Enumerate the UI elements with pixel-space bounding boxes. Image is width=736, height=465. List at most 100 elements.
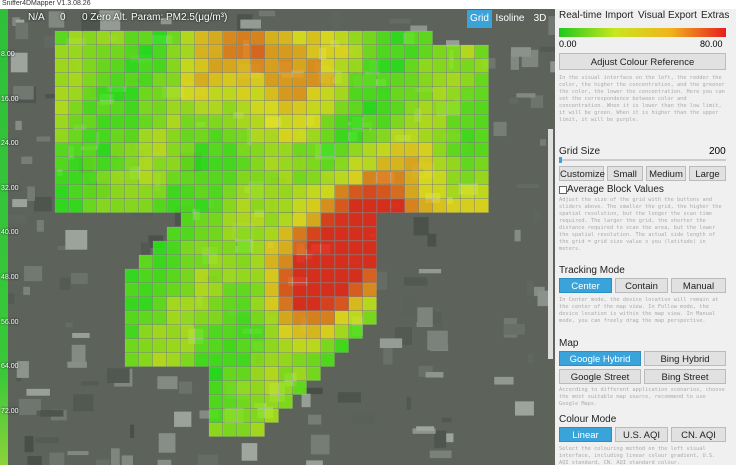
heat-cell [292, 72, 307, 87]
heat-cell [362, 30, 377, 45]
tab-realtime[interactable]: Real-time [559, 10, 602, 21]
heat-cell [306, 352, 321, 367]
map-building [72, 332, 90, 338]
heat-cell [152, 282, 167, 297]
colour-usaqi-button[interactable]: U.S. AQI [615, 427, 668, 442]
heat-cell [236, 72, 251, 87]
colour-help: In the visual interface on the left, the… [559, 75, 725, 123]
heat-cell [236, 310, 251, 325]
heat-cell [418, 100, 433, 115]
heat-cell [222, 58, 237, 73]
heat-cell [460, 184, 475, 199]
heat-cell [82, 128, 97, 143]
heat-cell [222, 114, 237, 129]
map-building [441, 417, 452, 423]
grid-large-button[interactable]: Large [689, 166, 726, 181]
average-checkbox[interactable] [559, 186, 567, 194]
heat-cell [348, 44, 363, 59]
heat-cell [278, 240, 293, 255]
scale-label: 8.00 [1, 51, 15, 58]
grid-customize-button[interactable]: Customize [559, 166, 605, 181]
map-building [429, 450, 452, 459]
heat-cell [460, 58, 475, 73]
heat-cell [152, 58, 167, 73]
heat-cell [180, 296, 195, 311]
map-building [121, 455, 133, 465]
heat-cell [474, 128, 489, 143]
colour-cnaqi-button[interactable]: CN. AQI [671, 427, 726, 442]
heat-cell [474, 100, 489, 115]
tracking-manual-button[interactable]: Manual [671, 278, 726, 293]
heat-cell [292, 44, 307, 59]
grid-size-slider[interactable] [559, 157, 726, 163]
adjust-colour-button[interactable]: Adjust Colour Reference [559, 53, 726, 70]
heat-cell [124, 30, 139, 45]
heat-cell [348, 114, 363, 129]
heat-cell [180, 100, 195, 115]
heat-cell [264, 184, 279, 199]
grid-medium-button[interactable]: Medium [646, 166, 686, 181]
heat-cell [278, 352, 293, 367]
heat-cell [166, 338, 181, 353]
tracking-contain-button[interactable]: Contain [615, 278, 668, 293]
map-building [306, 460, 323, 465]
heat-cell [208, 226, 223, 241]
heat-cell [334, 86, 349, 101]
heat-cell [334, 128, 349, 143]
map-building [81, 14, 101, 33]
heat-cell [362, 156, 377, 171]
tab-import[interactable]: Import [605, 10, 634, 21]
view-3d-button[interactable]: 3D [533, 13, 547, 24]
heat-cell [110, 170, 125, 185]
heat-cell [250, 352, 265, 367]
heat-cell [236, 156, 251, 171]
heat-cell [82, 170, 97, 185]
heat-cell [208, 352, 223, 367]
heat-cell [208, 296, 223, 311]
map-building [417, 307, 433, 327]
heat-cell [320, 352, 335, 367]
heat-cell [138, 170, 153, 185]
colour-linear-button[interactable]: Linear [559, 427, 612, 442]
heat-cell [460, 100, 475, 115]
heat-cell [250, 184, 265, 199]
map-bing-street-button[interactable]: Bing Street [644, 369, 726, 384]
heat-cell [404, 198, 419, 213]
heat-cell [264, 394, 279, 409]
heat-cell [306, 30, 321, 45]
map-google-street-button[interactable]: Google Street [559, 369, 641, 384]
map-bing-hybrid-button[interactable]: Bing Hybrid [644, 351, 726, 366]
heat-cell [278, 114, 293, 129]
heat-cell [222, 268, 237, 283]
map-scrollbar[interactable] [548, 129, 553, 359]
heat-cell [278, 198, 293, 213]
heat-cell [278, 226, 293, 241]
heat-cell [54, 72, 69, 87]
heat-cell [432, 128, 447, 143]
grid-small-button[interactable]: Small [607, 166, 643, 181]
heat-cell [418, 114, 433, 129]
heat-cell [180, 142, 195, 157]
heat-cell [138, 324, 153, 339]
map-building [539, 139, 547, 146]
map-building [111, 448, 120, 465]
heat-cell [460, 170, 475, 185]
tab-extras[interactable]: Extras [701, 10, 730, 21]
heat-cell [362, 86, 377, 101]
map-building [418, 268, 442, 274]
heat-cell [306, 198, 321, 213]
view-grid-button[interactable]: Grid [467, 10, 492, 28]
heat-cell [68, 184, 83, 199]
map-google-hybrid-button[interactable]: Google Hybrid [559, 351, 641, 366]
view-isoline-button[interactable]: Isoline [495, 13, 525, 24]
heat-cell [404, 142, 419, 157]
tab-visual[interactable]: Visual [638, 10, 666, 21]
tab-export[interactable]: Export [668, 10, 697, 21]
heat-cell [446, 156, 461, 171]
map-building [444, 433, 454, 443]
heat-cell [306, 58, 321, 73]
heat-cell [432, 114, 447, 129]
heat-cell [278, 86, 293, 101]
heat-cell [362, 142, 377, 157]
tracking-center-button[interactable]: Center [559, 278, 612, 293]
